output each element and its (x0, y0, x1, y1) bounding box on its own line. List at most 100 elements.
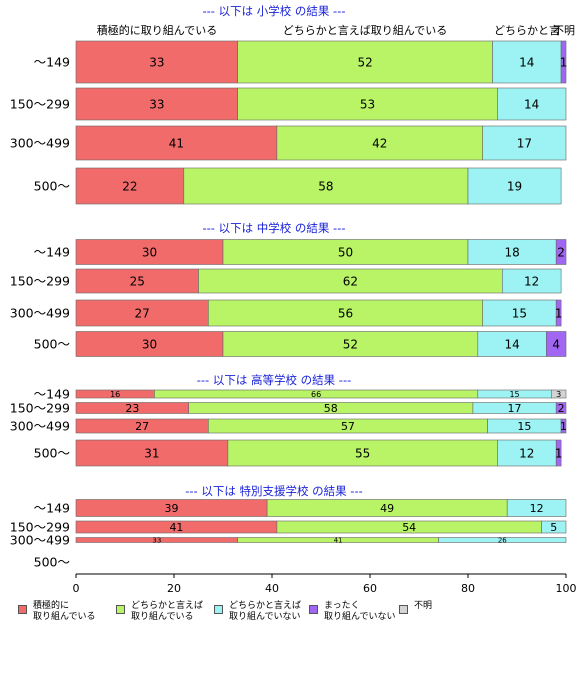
legend-item-inactive: まったく 取り組んでいない (309, 601, 396, 623)
legend-swatch-inactive (309, 605, 318, 614)
group-title: --- 以下は 特別支援学校 の結果 --- (185, 484, 363, 498)
data-label: 15 (517, 420, 531, 433)
data-label: 54 (402, 521, 416, 534)
data-label: 25 (130, 274, 145, 288)
data-label: 1 (560, 420, 567, 433)
stacked-bar-chart: 積極的に取り組んでいる どちらかと言えば取り組んでいる どちらかと言 --- 以下は … (10, 4, 577, 595)
data-label: 57 (341, 420, 355, 433)
bar-segment (555, 239, 567, 265)
data-label: 30 (142, 245, 157, 259)
data-label: 14 (519, 55, 534, 69)
bar-segment (555, 402, 567, 414)
data-label: 3 (556, 390, 561, 399)
bar-segment (482, 125, 567, 161)
category-label: 150〜299 (10, 401, 70, 416)
data-label: 1 (560, 55, 568, 69)
data-label: 50 (338, 245, 353, 259)
legend-item-somewhat-inactive: どちらかと言えば 取り組んでいない (214, 601, 301, 623)
data-label: 22 (122, 179, 137, 193)
extra-label: 不明 (553, 24, 575, 37)
bar-segment (183, 167, 469, 205)
bar-segment (222, 331, 479, 357)
group-title: --- 以下は 高等学校 の結果 --- (197, 373, 352, 387)
data-label: 16 (110, 390, 120, 399)
x-tick-label: 20 (167, 582, 181, 595)
bar-segment (75, 40, 238, 84)
data-label: 52 (357, 55, 372, 69)
category-label: 300〜499 (10, 306, 70, 321)
x-tick-label: 100 (556, 582, 577, 595)
bar-segment (75, 125, 278, 161)
data-label: 18 (504, 245, 519, 259)
legend-swatch-unknown (399, 605, 408, 614)
data-label: 41 (169, 521, 183, 534)
category-label: 300〜499 (10, 533, 70, 548)
bar-segment (560, 40, 567, 84)
bar-segment (555, 439, 562, 467)
legend-label-inactive: まったく 取り組んでいない (324, 601, 396, 622)
data-label: 1 (555, 306, 563, 320)
legend-swatch-somewhat-active (116, 605, 125, 614)
bar-segment (497, 439, 557, 467)
bar-segment (501, 268, 562, 294)
bar-segment (467, 167, 562, 205)
data-label: 1 (555, 446, 563, 460)
data-label: 33 (149, 55, 164, 69)
column-header-2: どちらかと言 (494, 24, 560, 37)
legend-label-unknown: 不明 (414, 601, 433, 611)
data-label: 17 (508, 402, 522, 415)
data-label: 52 (343, 337, 358, 351)
legend-item-unknown: 不明 (399, 601, 432, 614)
category-label: 150〜299 (10, 520, 70, 535)
bar-segment (276, 125, 483, 161)
column-header-0: 積極的に取り組んでいる (97, 23, 217, 37)
data-label: 41 (334, 537, 343, 545)
category-label: 150〜299 (10, 274, 70, 289)
legend-swatch-active (18, 605, 27, 614)
bar-segment (198, 268, 503, 294)
bar-segment (237, 87, 498, 121)
data-label: 14 (524, 97, 539, 111)
category-label: 500〜 (34, 555, 70, 570)
category-label: 〜149 (34, 245, 70, 260)
data-label: 55 (355, 446, 370, 460)
bar-segment (75, 439, 229, 467)
x-tick-label: 80 (461, 582, 475, 595)
x-tick-label: 60 (363, 582, 377, 595)
data-label: 33 (152, 537, 161, 545)
group-title: --- 以下は 中学校 の結果 --- (202, 221, 345, 235)
data-label: 62 (343, 274, 358, 288)
data-label: 30 (142, 337, 157, 351)
bar-segment (208, 299, 483, 327)
data-label: 41 (169, 136, 184, 150)
data-label: 53 (360, 97, 375, 111)
category-label: 〜149 (34, 387, 70, 402)
bar-segment (75, 239, 224, 265)
bar-segment (477, 331, 547, 357)
data-label: 12 (530, 502, 544, 515)
data-label: 49 (380, 502, 394, 515)
category-label: 〜149 (34, 501, 70, 516)
data-label: 27 (135, 306, 150, 320)
data-label: 58 (318, 179, 333, 193)
data-label: 2 (557, 245, 565, 259)
bar-segment (492, 40, 562, 84)
data-label: 5 (550, 521, 557, 534)
bar-segment (75, 299, 209, 327)
data-label: 33 (149, 97, 164, 111)
category-label: 500〜 (34, 179, 70, 194)
data-label: 15 (512, 306, 527, 320)
data-label: 15 (509, 390, 519, 399)
bar-segment (506, 499, 567, 517)
data-label: 66 (311, 390, 321, 399)
bar-segment (550, 389, 567, 399)
bar-segment (237, 40, 493, 84)
data-label: 26 (498, 537, 507, 545)
bar-segment (438, 537, 567, 543)
category-label: 150〜299 (10, 97, 70, 112)
chart-legend: 積極的に 取り組んでいる どちらかと言えば 取り組んでいる どちらかと言えば 取… (18, 601, 578, 631)
data-label: 14 (504, 337, 519, 351)
bar-segment (227, 439, 498, 467)
data-label: 12 (519, 446, 534, 460)
data-label: 4 (552, 337, 560, 351)
